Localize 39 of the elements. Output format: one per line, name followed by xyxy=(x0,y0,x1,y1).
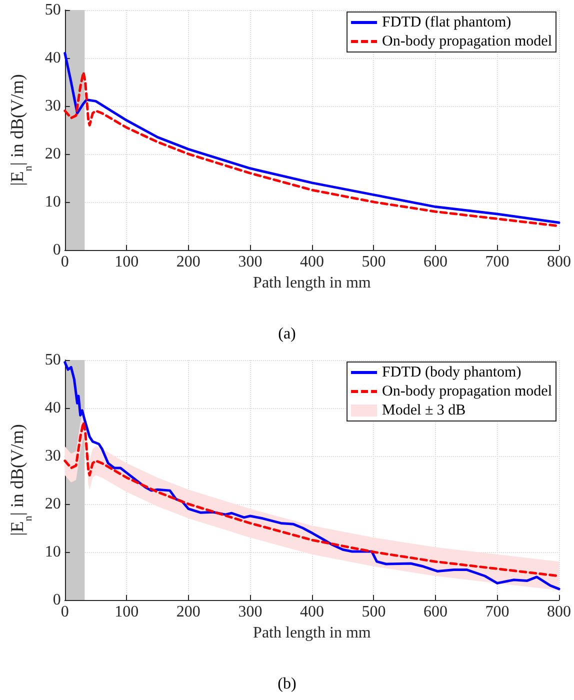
y-tick-label: 30 xyxy=(44,448,61,464)
text: (b) xyxy=(278,676,296,692)
x-tick-label: 800 xyxy=(547,254,571,270)
x-tick-label: 200 xyxy=(176,604,200,620)
x-tick-label: 800 xyxy=(547,604,571,620)
text: (a) xyxy=(278,326,296,342)
x-tick-label: 700 xyxy=(485,254,510,270)
legend-label: On-body propagation model xyxy=(382,384,552,400)
legend-label: FDTD (flat phantom) xyxy=(382,14,512,30)
y-tick-label: 0 xyxy=(52,592,61,608)
x-tick-label: 600 xyxy=(423,604,448,620)
legend-label: On-body propagation model xyxy=(382,34,552,50)
y-tick-label: 50 xyxy=(44,352,61,368)
x-tick-label: 300 xyxy=(238,604,262,620)
x-tick-label: 400 xyxy=(300,254,324,270)
y-tick-label: 0 xyxy=(52,242,61,258)
x-tick-label: 400 xyxy=(300,604,324,620)
y-axis-title: |En| in dB(V/m) xyxy=(7,74,34,186)
y-tick-label: 20 xyxy=(44,496,61,512)
legend-label: Model ± 3 dB xyxy=(382,402,466,418)
x-tick-label: 600 xyxy=(423,254,448,270)
x-tick-label: 100 xyxy=(114,604,139,620)
y-tick-label: 10 xyxy=(44,544,61,560)
x-tick-label: 300 xyxy=(238,254,262,270)
y-tick-label: 40 xyxy=(44,400,61,416)
x-tick-label: 500 xyxy=(362,254,386,270)
x-tick-label: 500 xyxy=(362,604,386,620)
y-tick-label: 50 xyxy=(44,2,61,18)
y-axis-title: |En| in dB(V/m) xyxy=(7,424,34,536)
legend-label: FDTD (body phantom) xyxy=(382,364,522,380)
x-tick-label: 100 xyxy=(114,254,139,270)
y-tick-label: 10 xyxy=(44,194,61,210)
y-tick-label: 20 xyxy=(44,146,61,162)
x-axis-title: Path length in mm xyxy=(253,624,372,642)
y-tick-label: 40 xyxy=(44,50,61,66)
y-tick-label: 30 xyxy=(44,98,61,114)
x-tick-label: 700 xyxy=(485,604,510,620)
x-tick-label: 200 xyxy=(176,254,200,270)
x-axis-title: Path length in mm xyxy=(253,274,372,292)
